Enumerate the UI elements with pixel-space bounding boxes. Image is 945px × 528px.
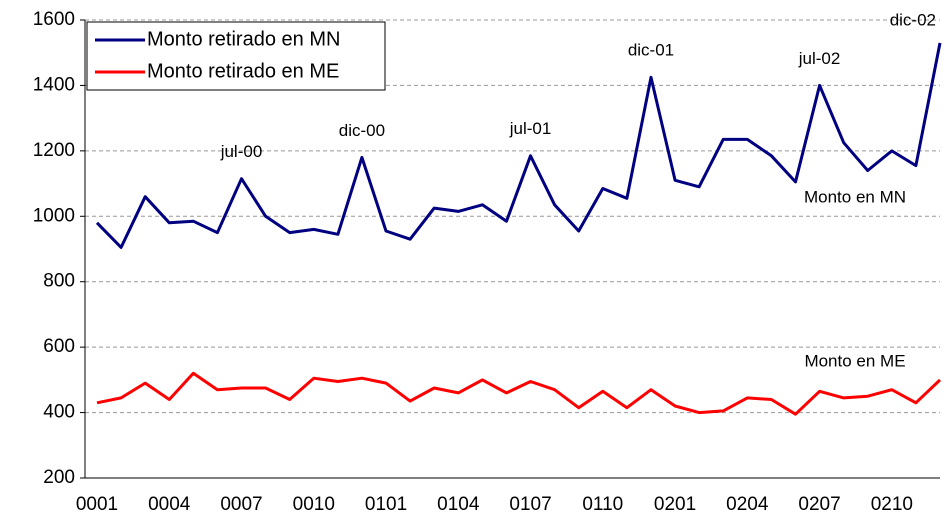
point-label: jul-01 — [509, 119, 552, 138]
x-tick-label: 0001 — [76, 494, 118, 515]
point-label: jul-02 — [798, 49, 841, 68]
legend-label: Monto retirado en ME — [147, 60, 339, 82]
x-tick-label: 0210 — [871, 494, 913, 515]
y-tick-label: 1000 — [33, 205, 75, 226]
point-label: jul-00 — [220, 142, 263, 161]
y-tick-label: 1200 — [33, 140, 75, 161]
y-tick-label: 200 — [43, 467, 75, 488]
y-tick-label: 600 — [43, 336, 75, 357]
x-tick-label: 0004 — [148, 494, 191, 515]
y-tick-label: 1600 — [33, 9, 75, 30]
series-line — [96, 371, 942, 416]
legend-box — [86, 21, 386, 91]
x-tick-label: 0104 — [437, 494, 480, 515]
x-tick-label: 0110 — [582, 494, 623, 515]
legend-label: Monto retirado en MN — [147, 28, 340, 50]
x-tick-label: 0101 — [365, 494, 407, 515]
point-label: dic-00 — [339, 121, 385, 140]
series-label: Monto en MN — [804, 187, 906, 206]
series-line — [95, 42, 942, 249]
x-tick-label: 0207 — [798, 494, 840, 515]
x-tick-label: 0007 — [220, 494, 262, 515]
x-tick-label: 0107 — [509, 494, 551, 515]
x-tick-label: 0201 — [654, 494, 696, 515]
y-tick-label: 400 — [43, 402, 75, 423]
series-label: Monto en ME — [804, 351, 905, 370]
point-label: dic-02 — [890, 10, 936, 29]
y-tick-label: 800 — [43, 271, 75, 292]
point-label: dic-01 — [628, 41, 674, 60]
x-tick-label: 0204 — [726, 494, 769, 515]
x-tick-label: 0010 — [293, 494, 335, 515]
y-tick-label: 1400 — [33, 74, 75, 95]
